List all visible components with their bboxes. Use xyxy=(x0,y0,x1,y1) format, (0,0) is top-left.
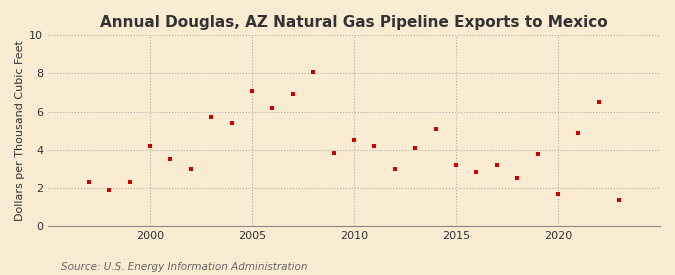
Title: Annual Douglas, AZ Natural Gas Pipeline Exports to Mexico: Annual Douglas, AZ Natural Gas Pipeline … xyxy=(100,15,608,30)
Text: Source: U.S. Energy Information Administration: Source: U.S. Energy Information Administ… xyxy=(61,262,307,272)
Y-axis label: Dollars per Thousand Cubic Feet: Dollars per Thousand Cubic Feet xyxy=(15,40,25,221)
